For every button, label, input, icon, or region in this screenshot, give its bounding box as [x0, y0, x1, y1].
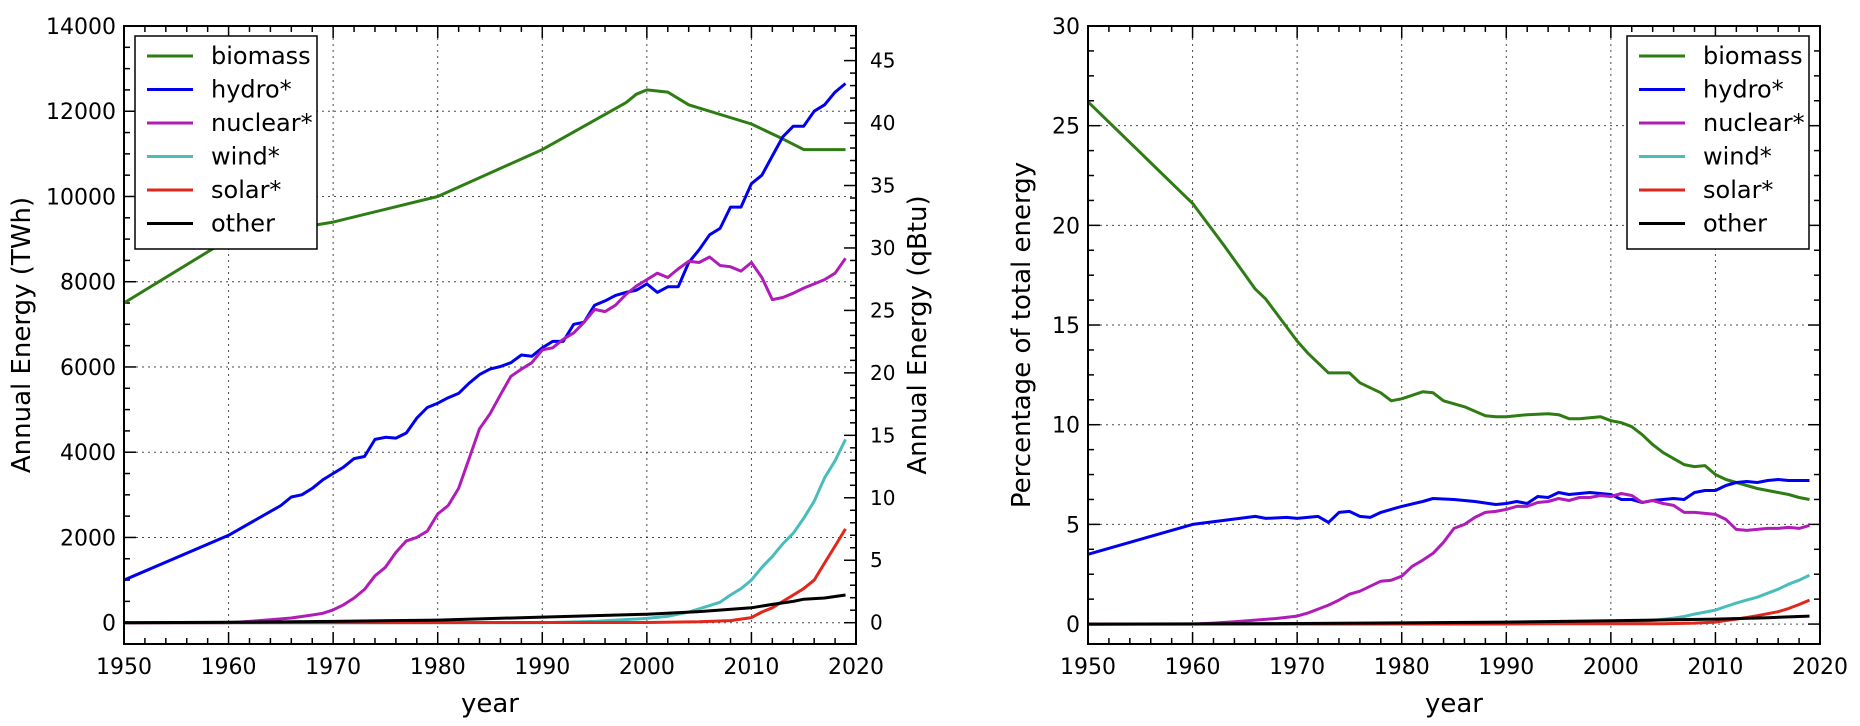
y-axis-label: Percentage of total energy [1007, 162, 1037, 508]
percentage-energy-chart: 1950 1960 1970 1980 1990 2000 2010 2020 0 5 10 15 20… [1007, 15, 1848, 719]
x-tick-label: 2000 [619, 655, 675, 680]
x-tick-label: 1990 [514, 655, 570, 680]
x-tick-label: 2000 [1583, 655, 1639, 680]
series-line-nuclear [124, 255, 847, 625]
right-y-tick-label: 5 [870, 548, 883, 572]
x-tick-label: 1970 [305, 655, 361, 680]
x-tick-label: 2020 [828, 655, 884, 680]
x-tick-label: 2010 [723, 655, 779, 680]
y-tick-label: 0 [102, 612, 116, 637]
legend-label: solar* [1703, 176, 1773, 204]
y-tick-label: 12000 [46, 100, 116, 125]
series-line-hydro [1088, 478, 1810, 556]
x-tick-label: 1960 [1165, 655, 1221, 680]
right-y-tick-label: 35 [870, 174, 895, 198]
legend-label: hydro* [211, 76, 292, 104]
y-tick-label: 4000 [60, 441, 116, 466]
y-tick-label: 0 [1066, 613, 1080, 638]
right-y-tick-label: 30 [870, 236, 895, 260]
y-tick-label: 14000 [46, 15, 116, 40]
x-tick-label: 2020 [1792, 655, 1848, 680]
x-tick-label: 1950 [1060, 655, 1116, 680]
x-axis-label: year [1425, 689, 1483, 719]
y-tick-label: 10 [1052, 414, 1080, 439]
legend-label: nuclear* [211, 109, 313, 137]
x-tick-label: 1960 [201, 655, 257, 680]
x-tick-label: 2010 [1687, 655, 1743, 680]
x-tick-label: 1970 [1269, 655, 1325, 680]
y-tick-label: 6000 [60, 356, 116, 381]
plot-frame [123, 25, 857, 645]
legend: biomass hydro* nuclear* wind* solar* other [1626, 35, 1810, 250]
y-tick-label: 5 [1066, 513, 1080, 538]
x-tick-label: 1980 [1374, 655, 1430, 680]
absolute-energy-chart: 1950 1960 1970 1980 1990 2000 2010 202002000400… [7, 15, 933, 719]
x-tick-label: 1980 [410, 655, 466, 680]
legend-label: wind* [211, 143, 280, 171]
series-line-biomass [124, 88, 846, 305]
x-tick-label: 1950 [96, 655, 152, 680]
series-lines [1088, 100, 1811, 626]
series-line-nuclear [1088, 492, 1810, 626]
y-tick-label: 8000 [60, 271, 116, 296]
series-line-biomass [1088, 100, 1810, 501]
legend-box [134, 35, 318, 250]
y-axis-label: Annual Energy (TWh) [7, 197, 37, 473]
right-y-tick-label: 45 [870, 49, 895, 73]
legend-label: wind* [1703, 143, 1772, 171]
legend-box [1626, 35, 1810, 250]
legend-label: biomass [211, 42, 311, 70]
y-tick-label: 10000 [46, 185, 116, 210]
legend-label: nuclear* [1703, 109, 1805, 137]
legend-label: other [1703, 210, 1767, 238]
legend-label: hydro* [1703, 76, 1784, 104]
right-y-tick-label: 40 [870, 111, 895, 135]
legend-label: solar* [211, 176, 281, 204]
legend-label: biomass [1703, 42, 1803, 70]
series-lines [124, 82, 847, 625]
right-y-axis-label: Annual Energy (qBtu) [903, 195, 933, 474]
right-y-tick-label: 10 [870, 486, 895, 510]
series-line-hydro [124, 82, 847, 582]
series-line-wind [1088, 573, 1811, 626]
y-tick-label: 15 [1052, 314, 1080, 339]
plot-frame [1087, 25, 1821, 645]
right-y-tick-label: 15 [870, 423, 895, 447]
series-line-other [1088, 614, 1810, 626]
x-axis-label: year [461, 689, 519, 719]
y-tick-label: 30 [1052, 15, 1080, 40]
series-line-other [124, 593, 846, 625]
x-tick-label: 1990 [1478, 655, 1534, 680]
right-y-tick-label: 20 [870, 361, 895, 385]
y-tick-label: 2000 [60, 526, 116, 551]
y-tick-label: 25 [1052, 115, 1080, 140]
right-y-tick-label: 0 [870, 611, 883, 635]
series-line-wind [124, 438, 847, 625]
legend-label: other [211, 210, 275, 238]
legend: biomass hydro* nuclear* wind* solar* other [134, 35, 318, 250]
right-y-tick-label: 25 [870, 298, 895, 322]
y-tick-label: 20 [1052, 214, 1080, 239]
